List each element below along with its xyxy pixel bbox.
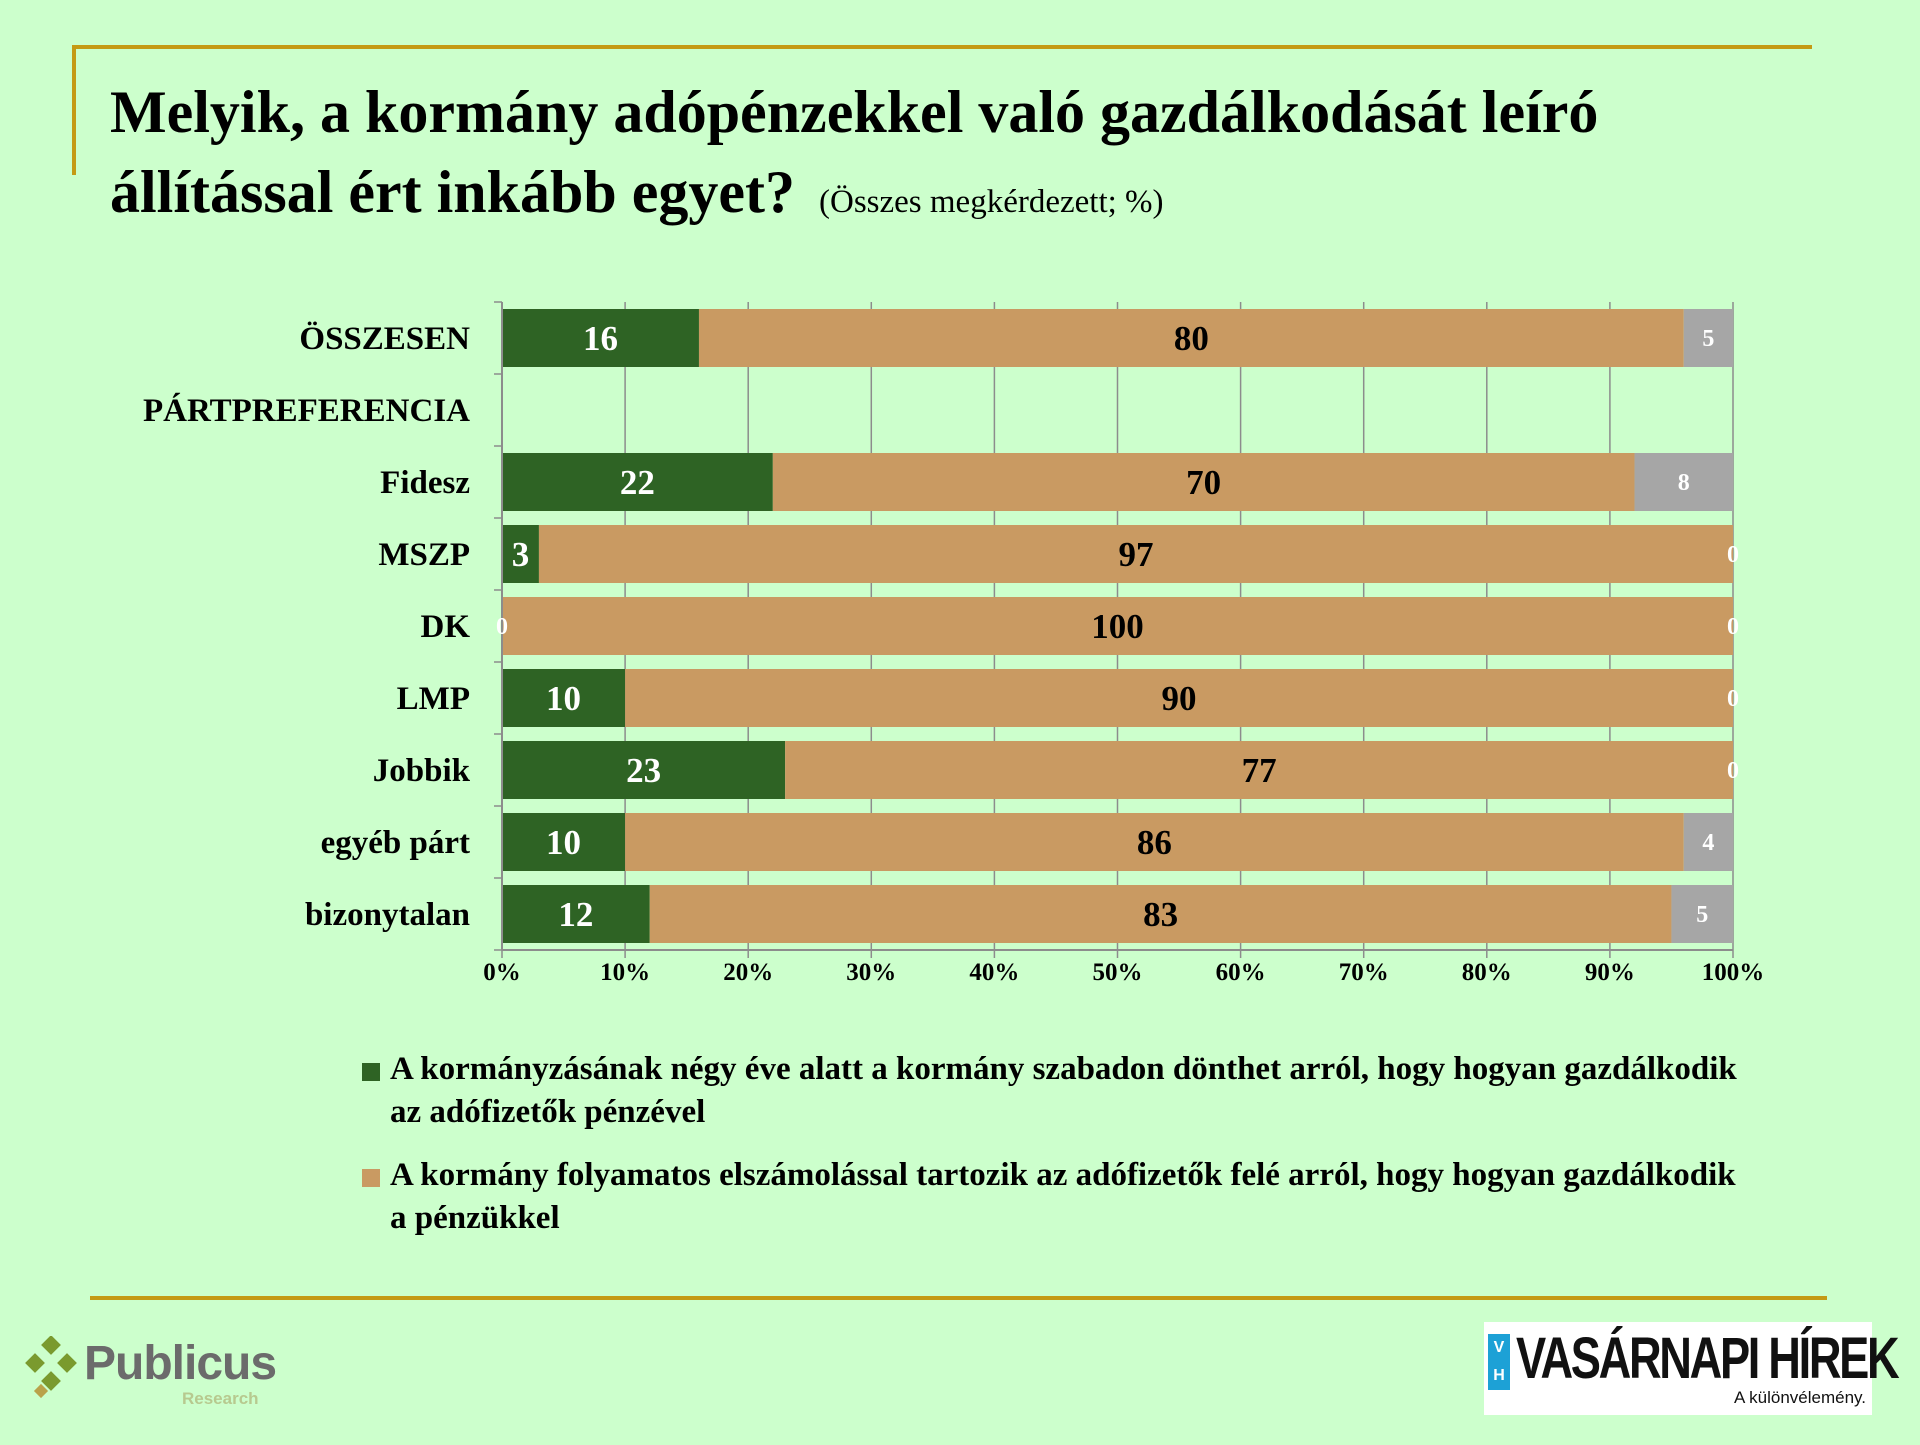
value-label: 23 (626, 751, 661, 790)
bar-segment (772, 453, 1635, 511)
frame-left-line (72, 45, 76, 175)
publicus-logo: Publicus Research (22, 1335, 282, 1416)
chart-title: Melyik, a kormány adópénzekkel való gazd… (110, 72, 1810, 242)
frame-top-line (72, 45, 1812, 49)
category-label: egyéb párt (321, 825, 470, 861)
value-label: 77 (1242, 751, 1277, 790)
vasarnapi-hirek-logo: V H VASÁRNAPI HÍREK A különvélemény. (1484, 1322, 1900, 1415)
bar-segment (649, 885, 1672, 943)
value-label: 10 (546, 679, 581, 718)
chart-title-text: Melyik, a kormány adópénzekkel való gazd… (110, 79, 1599, 225)
x-tick-label: 10% (600, 959, 650, 986)
category-label: bizonytalan (305, 897, 470, 933)
bar-segment (1634, 453, 1733, 511)
bar-segment (502, 813, 626, 871)
category-label: PÁRTPREFERENCIA (143, 392, 470, 429)
x-tick-labels: 0% 10% 20% 30% 40% 50% 60% 70% 80% 90% 100% (483, 959, 1764, 986)
bar-segment (1683, 813, 1733, 871)
value-label: 0 (1727, 758, 1739, 784)
value-label: 16 (583, 319, 618, 358)
value-label: 8 (1678, 470, 1690, 496)
chart-axis (494, 301, 1734, 958)
value-label: 0 (1727, 686, 1739, 712)
value-label: 70 (1186, 463, 1221, 502)
category-label: Fidesz (380, 465, 470, 501)
stacked-bar-chart: ÖSSZESEN PÁRTPREFERENCIA Fidesz MSZP DK LMP Jo… (143, 301, 1764, 986)
category-label: MSZP (378, 537, 470, 573)
legend-item-accountability: A kormány folyamatos elszámolással tarto… (362, 1154, 1742, 1240)
legend-item-free-decision: A kormányzásának négy éve alatt a kormán… (362, 1048, 1742, 1134)
bar-segment (625, 669, 1733, 727)
category-labels: ÖSSZESEN PÁRTPREFERENCIA Fidesz MSZP DK LMP Jo… (143, 320, 471, 933)
x-tick-label: 100% (1702, 959, 1765, 986)
value-label: 0 (1727, 542, 1739, 568)
legend-label: A kormányzásának négy éve alatt a kormán… (390, 1051, 1737, 1130)
legend-label: A kormány folyamatos elszámolással tarto… (390, 1157, 1736, 1236)
bar-segment (698, 309, 1684, 367)
bar-segment (502, 453, 773, 511)
value-labels: 16 80 522 70 83 97 00 100 010 90 023 77 010 86 412 83 5 (496, 319, 1739, 934)
category-label: ÖSSZESEN (299, 320, 470, 357)
bar-segment (1683, 309, 1733, 367)
value-label: 100 (1091, 607, 1144, 646)
x-tick-label: 0% (483, 959, 521, 986)
value-label: 12 (558, 895, 593, 934)
bar-segment (502, 885, 650, 943)
x-tick-label: 40% (969, 959, 1019, 986)
value-label: 4 (1702, 830, 1714, 856)
x-tick-label: 80% (1462, 959, 1512, 986)
value-label: 3 (512, 535, 530, 574)
category-label: Jobbik (373, 753, 471, 789)
frame-bottom-line (90, 1296, 1827, 1300)
value-label: 10 (546, 823, 581, 862)
value-label: 97 (1118, 535, 1153, 574)
category-label: LMP (397, 681, 470, 717)
value-label: 5 (1702, 326, 1714, 352)
vh-mark: V H (1488, 1334, 1510, 1390)
x-tick-label: 30% (846, 959, 896, 986)
bar-segment (502, 525, 539, 583)
legend-swatch-dark-green (362, 1063, 380, 1081)
bar-segment (785, 741, 1733, 799)
value-label: 83 (1143, 895, 1178, 934)
value-label: 0 (1727, 614, 1739, 640)
legend-swatch-tan (362, 1169, 380, 1187)
vh-name: VASÁRNAPI HÍREK (1516, 1326, 1900, 1391)
bar-segment (538, 525, 1734, 583)
value-label: 5 (1696, 902, 1708, 928)
bar-segment (502, 741, 786, 799)
value-label: 0 (496, 614, 508, 640)
bar-segment (502, 597, 1733, 655)
x-tick-label: 60% (1216, 959, 1266, 986)
value-label: 22 (620, 463, 655, 502)
x-tick-label: 90% (1585, 959, 1635, 986)
x-tick-label: 70% (1339, 959, 1389, 986)
bar-segment (502, 309, 699, 367)
bar-segment (625, 813, 1684, 871)
bar-segment (1671, 885, 1733, 943)
publicus-name: Publicus (84, 1337, 277, 1390)
x-tick-label: 50% (1093, 959, 1143, 986)
value-label: 86 (1137, 823, 1172, 862)
chart-bars (502, 309, 1734, 943)
bar-segment (502, 669, 626, 727)
vh-tagline: A különvélemény. (1734, 1388, 1866, 1407)
value-label: 90 (1162, 679, 1197, 718)
value-label: 80 (1174, 319, 1209, 358)
chart-subtitle: (Összes megkérdezett; %) (819, 184, 1164, 220)
publicus-diamond-icon (25, 1335, 77, 1399)
x-tick-label: 20% (723, 959, 773, 986)
category-label: DK (421, 609, 471, 645)
publicus-subtitle: Research (182, 1389, 259, 1408)
